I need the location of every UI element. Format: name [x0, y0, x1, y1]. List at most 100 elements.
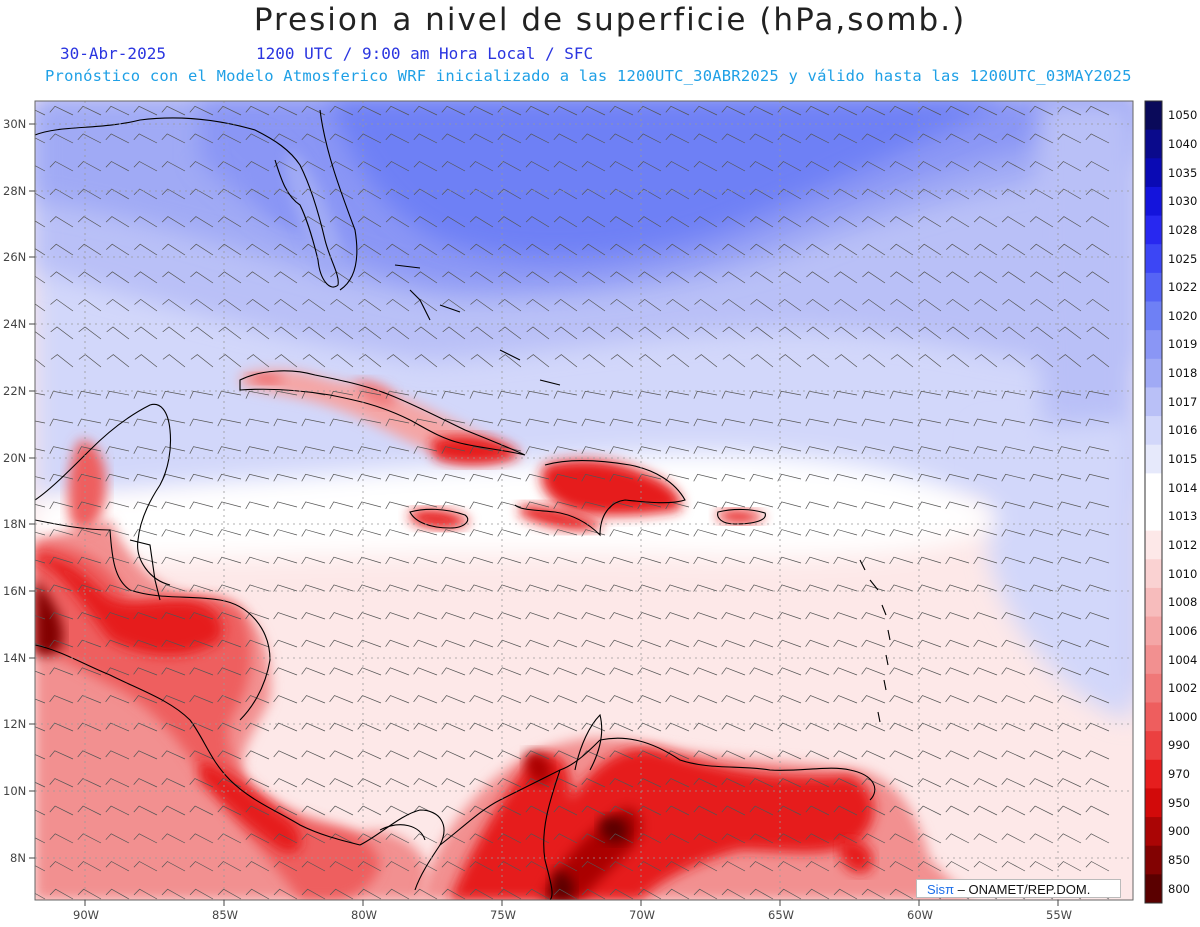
- wind-barb: [889, 501, 914, 510]
- wind-barb: [1058, 271, 1082, 284]
- wind-barb: [245, 529, 270, 537]
- wind-barb: [889, 418, 914, 427]
- wind-barb: [1086, 298, 1110, 312]
- wind-barb: [274, 243, 298, 256]
- wind-barb: [385, 695, 410, 704]
- wind-barb: [329, 418, 354, 427]
- wind-barb: [974, 354, 998, 368]
- wind-barb: [329, 188, 354, 200]
- wind-barb: [273, 473, 298, 482]
- wind-barb: [805, 584, 830, 592]
- wind-barb: [1002, 326, 1026, 340]
- wind-barb: [637, 105, 662, 116]
- wind-barb: [582, 271, 606, 284]
- wind-barb: [973, 556, 998, 565]
- wind-barb: [469, 188, 494, 200]
- lat-label-14n: 14N: [3, 651, 27, 665]
- colorbar-swatch: [1145, 101, 1162, 131]
- wind-barb: [133, 639, 158, 648]
- wind-barb: [357, 667, 382, 676]
- wind-barb: [35, 275, 46, 284]
- wind-barb: [161, 446, 186, 454]
- wind-barb: [190, 298, 214, 312]
- wind-barb: [721, 105, 746, 116]
- wind-barb: [637, 161, 662, 172]
- wind-barb: [217, 584, 242, 592]
- wind-barb: [974, 271, 998, 284]
- wind-barb: [301, 161, 326, 172]
- wind-barb: [357, 390, 382, 399]
- wind-barb: [413, 888, 438, 900]
- wind-barb: [1085, 473, 1110, 482]
- wind-barb: [862, 243, 886, 256]
- wind-barb: [749, 778, 774, 788]
- wind-barb: [917, 695, 942, 704]
- wind-barb: [246, 271, 270, 284]
- wind-barb: [833, 133, 858, 144]
- wind-barb: [665, 105, 690, 116]
- wind-barb: [1058, 326, 1082, 340]
- wind-barb: [1057, 667, 1082, 676]
- wind-barb: [581, 390, 606, 399]
- wind-barb: [974, 326, 998, 340]
- wind-barb: [77, 105, 102, 116]
- wind-barb: [77, 133, 102, 144]
- wind-barb: [609, 161, 634, 172]
- wind-barb: [218, 354, 242, 368]
- wind-barb: [1001, 805, 1026, 816]
- wind-barb: [833, 105, 858, 116]
- wind-barb: [49, 556, 74, 565]
- wind-barb: [329, 667, 354, 676]
- wind-barb: [161, 390, 186, 399]
- wind-barb: [1057, 861, 1082, 872]
- wind-barb: [945, 722, 970, 732]
- wind-barb: [666, 271, 690, 284]
- wind-barb: [805, 188, 830, 200]
- wind-barb: [217, 418, 242, 427]
- wind-barb: [189, 105, 214, 116]
- wind-barb: [1029, 501, 1054, 510]
- wind-barb: [189, 805, 214, 816]
- wind-barb: [525, 216, 550, 228]
- colorbar-frame: [1144, 100, 1163, 904]
- wind-barb: [273, 418, 298, 427]
- wind-barb: [469, 722, 494, 732]
- wind-barb: [693, 473, 718, 482]
- wind-barb: [301, 667, 326, 676]
- wind-barb: [161, 556, 186, 565]
- wind-barb: [889, 861, 914, 872]
- wind-barb: [35, 781, 46, 788]
- wind-barb: [105, 888, 130, 900]
- wind-barb: [805, 805, 830, 816]
- wind-barb: [833, 888, 858, 900]
- wind-barb: [525, 888, 550, 900]
- wind-barb: [329, 133, 354, 144]
- wind-barb: [35, 248, 46, 256]
- wind-barb: [806, 271, 830, 284]
- wind-barb: [945, 750, 970, 760]
- wind-barb: [833, 418, 858, 427]
- wind-barb: [609, 778, 634, 788]
- wind-barb: [469, 805, 494, 816]
- wind-barb: [357, 722, 382, 732]
- wind-barb: [385, 639, 410, 648]
- wind-barb: [637, 750, 662, 760]
- colorbar-label: 990: [1168, 738, 1190, 753]
- wind-barb: [497, 695, 522, 704]
- colorbar-label: 1000: [1168, 709, 1198, 724]
- wind-barb: [50, 271, 74, 284]
- wind-barb: [469, 161, 494, 172]
- wind-barb: [637, 778, 662, 788]
- wind-barb: [50, 298, 74, 312]
- wind-barb: [1057, 805, 1082, 816]
- wind-barb: [693, 161, 718, 172]
- wind-barb: [162, 354, 186, 368]
- wind-barb: [246, 354, 270, 368]
- wind-barb: [833, 161, 858, 172]
- wind-barb: [526, 271, 550, 284]
- wind-barb: [105, 216, 130, 228]
- wind-barb: [749, 639, 774, 648]
- wind-barb: [105, 667, 130, 676]
- wind-barb: [498, 271, 522, 284]
- wind-barb: [357, 695, 382, 704]
